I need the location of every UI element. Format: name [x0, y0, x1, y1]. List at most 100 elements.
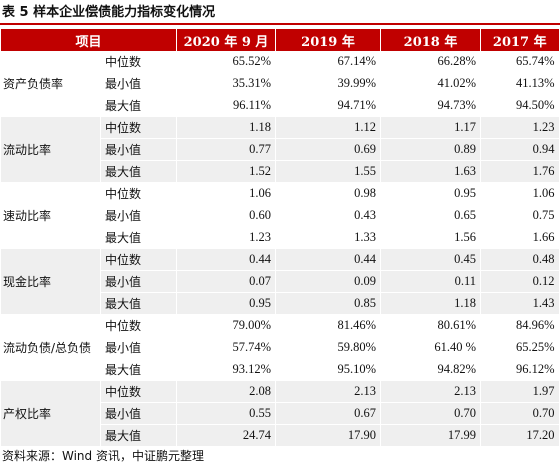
value-cell: 1.18 — [380, 292, 481, 315]
row-label: 最小值 — [99, 402, 177, 425]
group-label: 流动比率 — [0, 116, 101, 183]
value-cell: 96.11% — [176, 94, 276, 117]
table-row: 最大值 24.74 17.90 17.99 17.20 — [1, 424, 559, 447]
row-label: 最小值 — [99, 138, 177, 161]
table-row: 流动比率 中位数 1.18 1.12 1.17 1.23 — [0, 116, 559, 183]
value-cell: 17.99 — [380, 424, 481, 447]
value-cell: 95.10% — [275, 358, 381, 381]
value-cell: 1.63 — [380, 160, 481, 183]
row-label: 最小值 — [99, 336, 177, 359]
value-cell: 80.61% — [380, 314, 481, 337]
group-label: 现金比率 — [0, 248, 101, 315]
value-cell: 65.74% — [480, 51, 559, 73]
value-cell: 0.44 — [176, 248, 276, 271]
value-cell: 1.33 — [275, 226, 381, 249]
value-cell: 61.40 % — [380, 336, 481, 359]
value-cell: 0.94 — [480, 138, 559, 161]
table-row: 流动负债/总负债 中位数 79.00% 81.46% 80.61% 84.96% — [0, 314, 559, 381]
row-label: 最小值 — [99, 72, 177, 95]
header-cell: 项目 — [0, 29, 177, 51]
group-label: 资产负债率 — [0, 51, 101, 117]
row-label: 中位数 — [99, 116, 177, 139]
value-cell: 0.43 — [275, 204, 381, 227]
value-cell: 41.13% — [480, 72, 559, 95]
table-row: 产权比率 中位数 2.08 2.13 2.13 1.97 — [0, 380, 559, 447]
value-cell: 0.44 — [275, 248, 381, 271]
header-cell: 2018 年 — [380, 29, 481, 51]
table-row: 最小值 0.07 0.09 0.11 0.12 — [1, 270, 559, 293]
value-cell: 57.74% — [176, 336, 276, 359]
row-label: 最小值 — [99, 270, 177, 293]
row-label: 最大值 — [99, 358, 177, 381]
row-label: 最大值 — [99, 226, 177, 249]
row-label: 最大值 — [99, 292, 177, 315]
row-label: 中位数 — [99, 314, 177, 337]
table-row: 最大值 96.11% 94.71% 94.73% 94.50% — [1, 94, 559, 117]
row-label: 中位数 — [99, 182, 177, 205]
value-cell: 39.99% — [275, 72, 381, 95]
header-cell: 2020 年 9 月 — [176, 29, 276, 51]
value-cell: 0.95 — [176, 292, 276, 315]
value-cell: 0.12 — [480, 270, 559, 293]
value-cell: 0.89 — [380, 138, 481, 161]
value-cell: 17.20 — [480, 424, 559, 447]
value-cell: 0.85 — [275, 292, 381, 315]
table-body: 资产负债率 中位数 65.52% 67.14% 66.28% 65.74% 最小值 35.31… — [0, 51, 559, 447]
table-row: 现金比率 中位数 0.44 0.44 0.45 0.48 — [0, 248, 559, 315]
value-cell: 84.96% — [480, 314, 559, 337]
value-cell: 17.90 — [275, 424, 381, 447]
value-cell: 1.76 — [480, 160, 559, 183]
value-cell: 1.06 — [480, 182, 559, 205]
value-cell: 0.48 — [480, 248, 559, 271]
value-cell: 1.43 — [480, 292, 559, 315]
value-cell: 1.97 — [480, 380, 559, 403]
value-cell: 1.06 — [176, 182, 276, 205]
value-cell: 94.50% — [480, 94, 559, 117]
value-cell: 81.46% — [275, 314, 381, 337]
header-cell: 2017 年 — [480, 29, 559, 51]
value-cell: 2.13 — [380, 380, 481, 403]
table-row: 最小值 57.74% 59.80% 61.40 % 65.25% — [1, 336, 559, 359]
value-cell: 0.65 — [380, 204, 481, 227]
value-cell: 1.23 — [176, 226, 276, 249]
table-row: 最大值 1.52 1.55 1.63 1.76 — [1, 160, 559, 183]
value-cell: 0.55 — [176, 402, 276, 425]
value-cell: 0.07 — [176, 270, 276, 293]
value-cell: 0.95 — [380, 182, 481, 205]
row-label: 最小值 — [99, 204, 177, 227]
value-cell: 1.17 — [380, 116, 481, 139]
value-cell: 0.67 — [275, 402, 381, 425]
value-cell: 0.75 — [480, 204, 559, 227]
value-cell: 94.82% — [380, 358, 481, 381]
row-label: 中位数 — [99, 380, 177, 403]
group-label: 速动比率 — [0, 182, 101, 249]
table-row: 最大值 0.95 0.85 1.18 1.43 — [1, 292, 559, 315]
value-cell: 59.80% — [275, 336, 381, 359]
value-cell: 66.28% — [380, 51, 481, 73]
group-label: 产权比率 — [0, 380, 101, 447]
value-cell: 35.31% — [176, 72, 276, 95]
row-label: 中位数 — [99, 248, 177, 271]
value-cell: 0.70 — [380, 402, 481, 425]
header-cell: 2019 年 — [275, 29, 381, 51]
value-cell: 41.02% — [380, 72, 481, 95]
group-label: 流动负债/总负债 — [0, 314, 101, 381]
value-cell: 0.45 — [380, 248, 481, 271]
value-cell: 1.18 — [176, 116, 276, 139]
table-row: 最小值 0.77 0.69 0.89 0.94 — [1, 138, 559, 161]
value-cell: 1.23 — [480, 116, 559, 139]
value-cell: 94.71% — [275, 94, 381, 117]
row-label: 最大值 — [99, 160, 177, 183]
table: 项目 2020 年 9 月 2019 年 2018 年 2017 年 资产负债率 中位数 6… — [0, 29, 559, 447]
row-label: 中位数 — [99, 51, 177, 73]
value-cell: 0.69 — [275, 138, 381, 161]
value-cell: 65.52% — [176, 51, 276, 73]
value-cell: 96.12% — [480, 358, 559, 381]
value-cell: 0.70 — [480, 402, 559, 425]
value-cell: 79.00% — [176, 314, 276, 337]
value-cell: 94.73% — [380, 94, 481, 117]
value-cell: 0.98 — [275, 182, 381, 205]
table-row: 最小值 0.60 0.43 0.65 0.75 — [1, 204, 559, 227]
table-row: 速动比率 中位数 1.06 0.98 0.95 1.06 — [0, 182, 559, 249]
